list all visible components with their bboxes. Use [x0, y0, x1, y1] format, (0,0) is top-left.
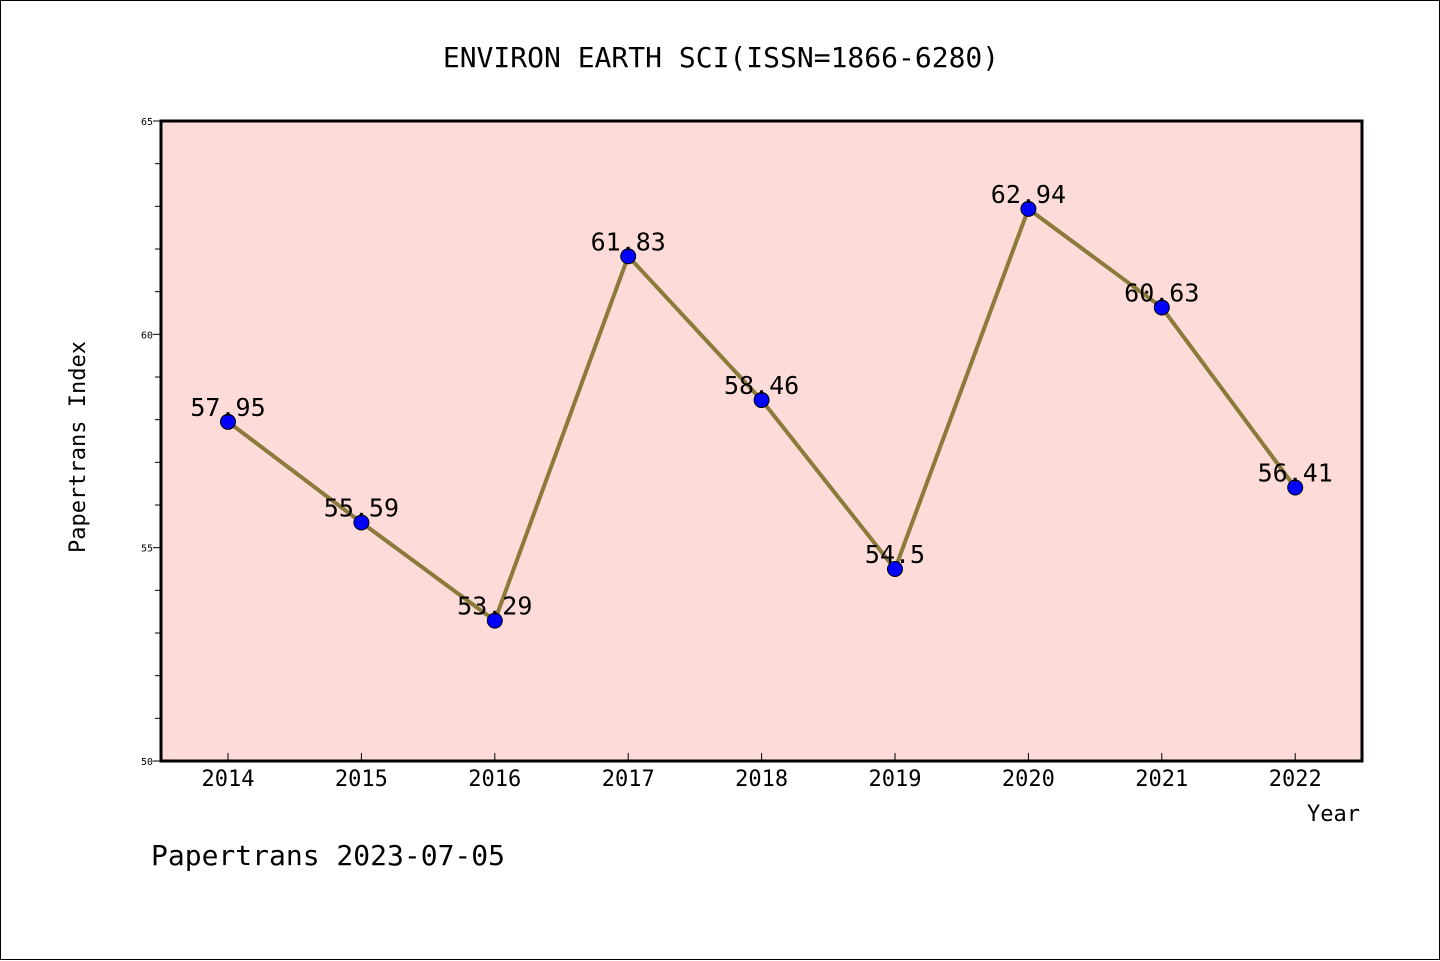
x-tick-label: 2016: [468, 767, 521, 792]
data-point-marker: [1153, 299, 1170, 316]
y-tick-label: 60: [141, 330, 153, 341]
data-point-marker: [220, 413, 236, 430]
x-tick-label: 2021: [1135, 767, 1188, 792]
data-point-marker: [486, 612, 503, 629]
data-label: 62.94: [991, 180, 1066, 209]
data-label: 53.29: [457, 592, 532, 621]
x-tick-label: 2020: [1002, 767, 1055, 792]
data-label: 60.63: [1124, 278, 1199, 307]
plot-border: [159, 119, 1364, 763]
y-axis-ticks: 50 55 60 65: [141, 117, 161, 768]
x-tick-label: 2015: [335, 767, 388, 792]
x-tick-label: 2017: [602, 767, 655, 792]
x-tick-label: 2014: [202, 767, 255, 792]
data-label: 58.46: [724, 371, 799, 400]
x-tick-label: 2018: [735, 767, 788, 792]
data-label: 54.5: [865, 540, 925, 569]
y-tick-label: 50: [141, 757, 153, 768]
data-labels-group: 57.95 55.59 53.29 61.83 58.46 54.5 62.94 60.63 5…: [190, 180, 1332, 621]
plot-area: [161, 121, 1362, 761]
x-tick-label: 2022: [1269, 767, 1322, 792]
data-label: 61.83: [591, 227, 666, 256]
footer-caption: Papertrans 2023-07-05: [151, 839, 505, 872]
data-label: 57.95: [190, 393, 265, 422]
data-point-marker: [353, 514, 370, 531]
data-point-marker: [620, 248, 637, 265]
x-tick-label: 2019: [869, 767, 922, 792]
chart-title: ENVIRON EARTH SCI(ISSN=1866-6280): [443, 41, 999, 74]
markers-group: [220, 200, 1304, 629]
data-point-marker: [887, 561, 903, 577]
data-point-marker: [1287, 479, 1304, 496]
y-tick-label: 55: [141, 544, 153, 555]
data-point-marker: [753, 392, 770, 409]
y-axis-label: Papertrans Index: [66, 341, 91, 553]
y-tick-label: 65: [141, 117, 153, 128]
x-axis-label: Year: [1307, 802, 1360, 827]
data-label: 55.59: [324, 493, 399, 522]
x-axis-ticks: 2014 2015 2016 2017 2018 2019 2020 2021 2022: [202, 753, 1322, 792]
data-point-marker: [1020, 200, 1037, 217]
data-label: 56.41: [1258, 459, 1333, 488]
